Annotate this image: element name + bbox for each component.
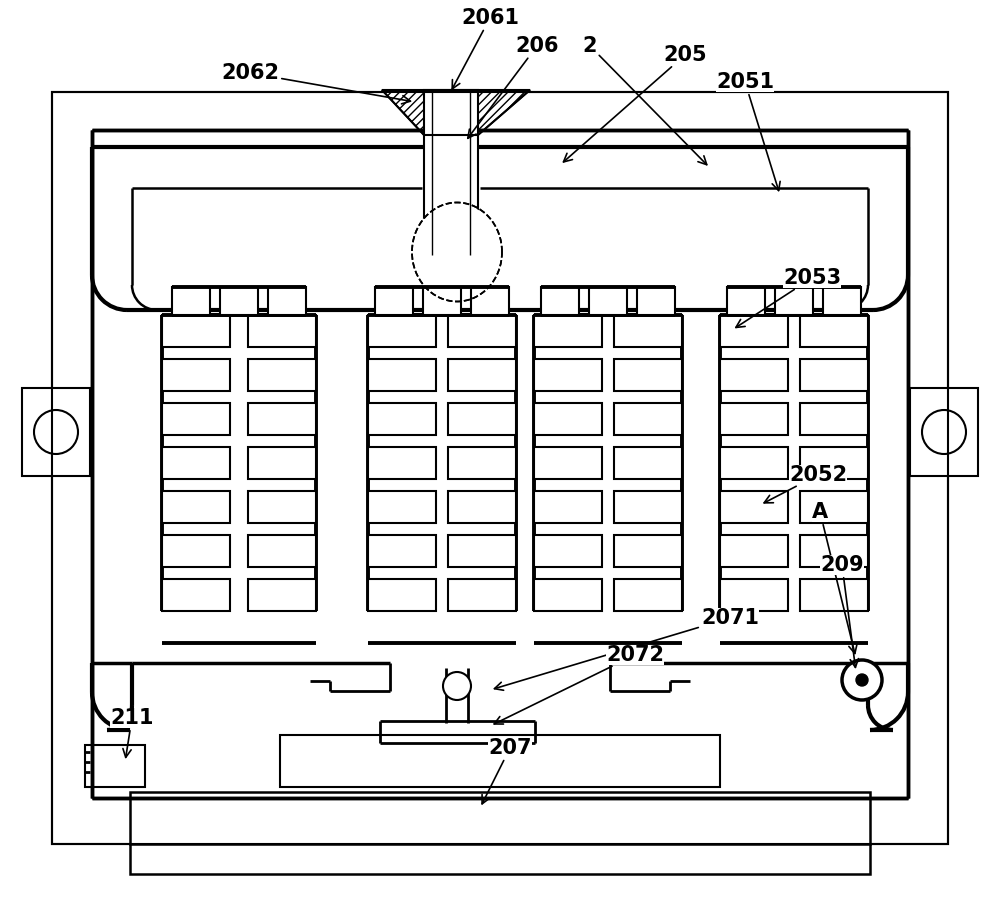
Bar (162, 579, 230, 611)
Bar (130, 792, 870, 844)
Bar (132, 188, 868, 310)
Text: 207: 207 (482, 738, 532, 804)
Bar (368, 315, 436, 347)
Bar (541, 287, 579, 315)
Text: 209: 209 (820, 555, 864, 667)
Bar (172, 287, 210, 315)
Bar (800, 535, 868, 567)
Circle shape (34, 410, 78, 454)
Bar (534, 579, 602, 611)
Text: 2072: 2072 (494, 645, 664, 724)
Circle shape (856, 674, 868, 686)
Bar (85, 745, 145, 787)
Bar (368, 447, 436, 479)
Bar (130, 844, 870, 874)
Circle shape (922, 410, 966, 454)
Bar (471, 287, 509, 315)
Text: A: A (812, 502, 857, 653)
Bar (368, 403, 436, 435)
Bar (52, 92, 948, 844)
Bar (162, 315, 230, 347)
Bar (220, 287, 258, 315)
Bar (534, 447, 602, 479)
Bar (720, 579, 788, 611)
Bar (614, 359, 682, 391)
Bar (910, 388, 978, 476)
Bar (448, 579, 516, 611)
Bar (614, 403, 682, 435)
Text: 2052: 2052 (764, 465, 847, 503)
Text: 2071: 2071 (494, 608, 759, 690)
Bar (614, 491, 682, 523)
Bar (162, 535, 230, 567)
Bar (800, 359, 868, 391)
Text: 2053: 2053 (736, 268, 841, 328)
Bar (534, 403, 602, 435)
Bar (800, 579, 868, 611)
Bar (52, 92, 948, 844)
Bar (448, 315, 516, 347)
Circle shape (410, 205, 504, 299)
Bar (375, 287, 413, 315)
Bar (248, 491, 316, 523)
Bar (448, 491, 516, 523)
Bar (248, 359, 316, 391)
Bar (162, 359, 230, 391)
Text: 206: 206 (468, 36, 559, 138)
Polygon shape (382, 90, 530, 135)
Bar (727, 287, 765, 315)
Bar (534, 491, 602, 523)
Bar (614, 447, 682, 479)
Circle shape (443, 672, 471, 700)
Bar (248, 447, 316, 479)
Bar (800, 491, 868, 523)
Bar (720, 315, 788, 347)
Bar (800, 315, 868, 347)
Bar (423, 287, 461, 315)
Text: 2: 2 (583, 36, 707, 164)
Bar (368, 491, 436, 523)
Bar (637, 287, 675, 315)
Bar (22, 388, 90, 476)
Bar (614, 535, 682, 567)
Bar (534, 315, 602, 347)
Bar (268, 287, 306, 315)
Bar (248, 403, 316, 435)
Bar (614, 579, 682, 611)
Text: 2051: 2051 (716, 72, 780, 190)
Bar (248, 535, 316, 567)
Circle shape (842, 660, 882, 700)
Bar (368, 579, 436, 611)
Bar (368, 359, 436, 391)
Bar (800, 447, 868, 479)
Bar (448, 447, 516, 479)
Bar (720, 447, 788, 479)
Bar (823, 287, 861, 315)
Bar (534, 535, 602, 567)
Text: 205: 205 (563, 45, 707, 162)
Bar (720, 359, 788, 391)
Bar (368, 535, 436, 567)
Bar (424, 90, 478, 255)
Text: 2061: 2061 (452, 8, 519, 89)
Bar (614, 315, 682, 347)
Bar (162, 491, 230, 523)
Bar (589, 287, 627, 315)
Bar (248, 315, 316, 347)
Bar (720, 491, 788, 523)
Bar (448, 535, 516, 567)
Text: 2062: 2062 (221, 63, 410, 104)
Bar (448, 359, 516, 391)
Text: 211: 211 (110, 708, 154, 758)
Bar (775, 287, 813, 315)
Bar (280, 735, 720, 787)
Bar (248, 579, 316, 611)
Bar (162, 447, 230, 479)
Bar (448, 403, 516, 435)
Bar (720, 403, 788, 435)
Bar (720, 535, 788, 567)
Bar (162, 403, 230, 435)
Bar (534, 359, 602, 391)
Bar (800, 403, 868, 435)
